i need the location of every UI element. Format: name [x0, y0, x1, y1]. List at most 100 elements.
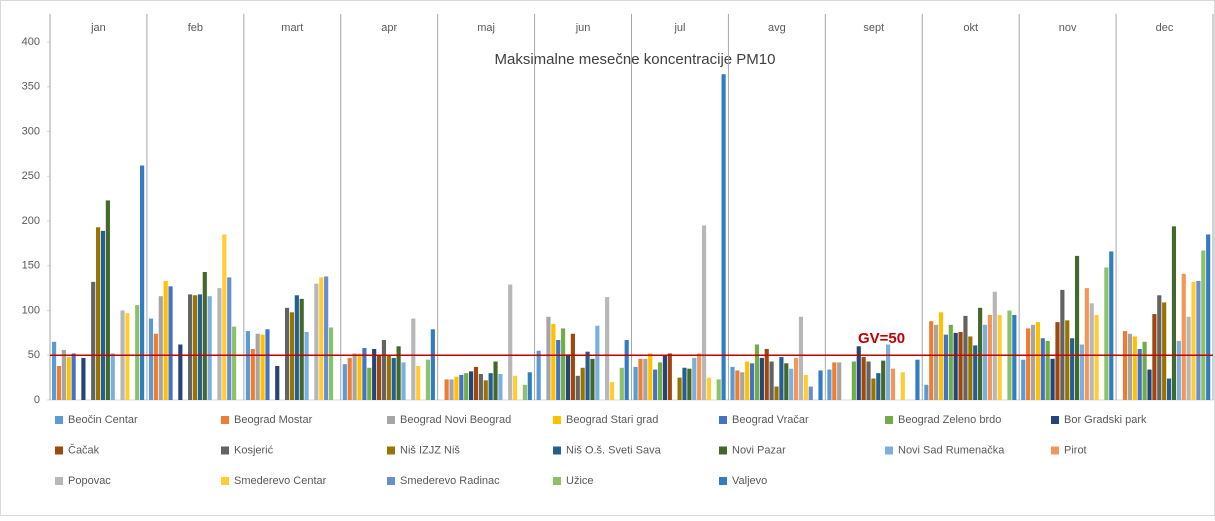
bar [1152, 314, 1157, 400]
bar [1186, 316, 1191, 400]
legend-label: Bor Gradski park [1064, 414, 1147, 426]
x-tick-label: avg [768, 22, 786, 34]
bar [1094, 314, 1099, 400]
bar [575, 375, 580, 400]
bar [536, 350, 541, 400]
y-tick-label: 0 [34, 394, 40, 406]
bar [992, 291, 997, 400]
legend-swatch [553, 477, 561, 485]
bar [1045, 340, 1050, 400]
bar [808, 386, 813, 400]
bar [953, 332, 958, 400]
bar [105, 200, 110, 400]
bar [546, 316, 551, 400]
bar [1030, 324, 1036, 400]
bar [148, 318, 154, 400]
bar [735, 370, 740, 400]
bar [1122, 331, 1128, 400]
legend-swatch [55, 416, 63, 424]
bar [1166, 378, 1172, 400]
legend-label: Niš IZJZ Niš [400, 444, 460, 456]
bar [653, 369, 658, 400]
bar [110, 353, 115, 400]
bar [125, 313, 130, 400]
bar [662, 355, 667, 400]
x-tick-label: maj [477, 22, 495, 34]
bar [1026, 328, 1031, 400]
bar [745, 361, 750, 400]
bar [677, 377, 682, 400]
legend-swatch [55, 477, 63, 485]
legend-label: Popovac [68, 475, 111, 487]
bar [1206, 234, 1211, 400]
bar [958, 331, 963, 400]
bar [140, 165, 145, 400]
bar [861, 357, 866, 400]
bar [871, 378, 876, 400]
bar [687, 368, 692, 400]
legend-label: Beograd Vračar [732, 414, 809, 426]
bar [803, 374, 808, 400]
bar [1132, 336, 1137, 400]
bar [381, 340, 387, 400]
bar [284, 307, 290, 400]
bar [493, 361, 498, 400]
bar [192, 295, 198, 400]
legend-swatch [387, 446, 395, 455]
bar [692, 357, 697, 400]
legend-label: Užice [566, 475, 594, 487]
bar [1104, 267, 1109, 400]
legend-label: Čačak [68, 443, 100, 456]
bar [483, 380, 488, 400]
y-tick-label: 200 [22, 215, 40, 227]
bar [260, 334, 265, 400]
x-tick-label: mart [281, 22, 303, 34]
bar [774, 386, 779, 400]
bar [1181, 273, 1186, 400]
bar [508, 284, 513, 400]
x-tick-label: jul [673, 22, 685, 34]
legend-label: Valjevo [732, 475, 767, 487]
legend-swatch [719, 446, 727, 455]
bar [789, 368, 794, 400]
bar [362, 348, 367, 400]
bar [580, 367, 585, 400]
bar [250, 348, 255, 400]
legend-swatch [885, 446, 893, 455]
bar [430, 329, 435, 400]
bar [319, 277, 324, 400]
bar [324, 276, 329, 400]
legend-label: Beočin Centar [68, 414, 138, 426]
bar [1084, 288, 1089, 400]
bar [207, 296, 212, 400]
legend-swatch [55, 446, 63, 455]
x-tick-label: feb [188, 22, 203, 34]
bar [1035, 322, 1040, 400]
bar [982, 324, 988, 400]
bar [643, 358, 648, 400]
legend-label: Novi Pazar [732, 444, 786, 456]
legend-label: Kosjerić [234, 444, 274, 456]
bar [1070, 338, 1075, 400]
bar [61, 349, 66, 400]
bar [551, 323, 556, 400]
bar [1127, 333, 1133, 400]
bar [478, 374, 483, 400]
legend-label: Novi Sad Rumenačka [898, 444, 1005, 456]
legend-swatch [1051, 416, 1059, 424]
bar [372, 348, 377, 400]
bar [299, 298, 304, 400]
legend-label: Beograd Mostar [234, 414, 313, 426]
bar [740, 372, 745, 400]
bar [943, 334, 948, 400]
bar [948, 324, 953, 400]
legend-label: Smederevo Centar [234, 475, 327, 487]
bar [100, 230, 106, 400]
x-tick-label: jun [575, 22, 591, 34]
legend-label: Beograd Stari grad [566, 414, 658, 426]
bar [881, 360, 886, 400]
chart-title: Maksimalne mesečne koncentracije PM10 [495, 51, 776, 68]
bar [217, 288, 222, 400]
bar [168, 286, 173, 400]
